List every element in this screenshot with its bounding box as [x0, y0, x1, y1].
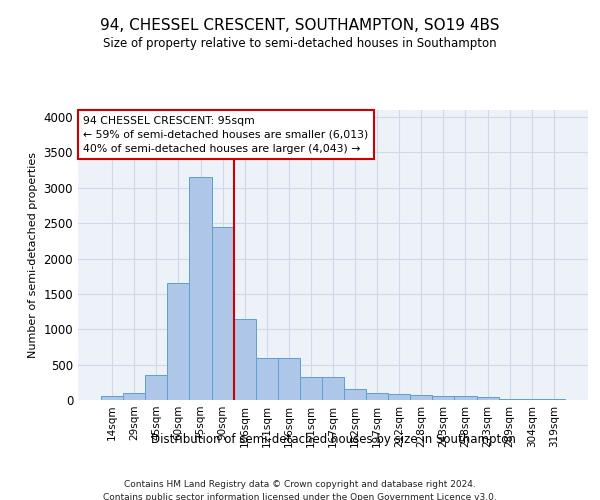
Text: 94, CHESSEL CRESCENT, SOUTHAMPTON, SO19 4BS: 94, CHESSEL CRESCENT, SOUTHAMPTON, SO19 …	[100, 18, 500, 32]
Bar	[256, 358, 278, 400]
Text: Contains public sector information licensed under the Open Government Licence v3: Contains public sector information licen…	[103, 492, 497, 500]
Bar	[388, 394, 410, 400]
Bar	[190, 177, 212, 400]
Bar	[499, 398, 521, 400]
Bar	[476, 397, 499, 400]
Bar	[300, 377, 322, 400]
Bar	[366, 393, 388, 400]
Text: Distribution of semi-detached houses by size in Southampton: Distribution of semi-detached houses by …	[151, 432, 515, 446]
Bar	[344, 390, 366, 400]
Bar	[410, 394, 433, 400]
Bar	[278, 358, 300, 400]
Bar	[322, 377, 344, 400]
Text: Contains HM Land Registry data © Crown copyright and database right 2024.: Contains HM Land Registry data © Crown c…	[124, 480, 476, 489]
Bar	[212, 226, 233, 400]
Bar	[433, 396, 454, 400]
Bar	[233, 318, 256, 400]
Bar	[101, 396, 123, 400]
Text: Size of property relative to semi-detached houses in Southampton: Size of property relative to semi-detach…	[103, 38, 497, 51]
Bar	[167, 284, 190, 400]
Bar	[454, 396, 476, 400]
Bar	[521, 398, 543, 400]
Bar	[145, 375, 167, 400]
Text: 94 CHESSEL CRESCENT: 95sqm
← 59% of semi-detached houses are smaller (6,013)
40%: 94 CHESSEL CRESCENT: 95sqm ← 59% of semi…	[83, 116, 368, 154]
Bar	[123, 393, 145, 400]
Y-axis label: Number of semi-detached properties: Number of semi-detached properties	[28, 152, 38, 358]
